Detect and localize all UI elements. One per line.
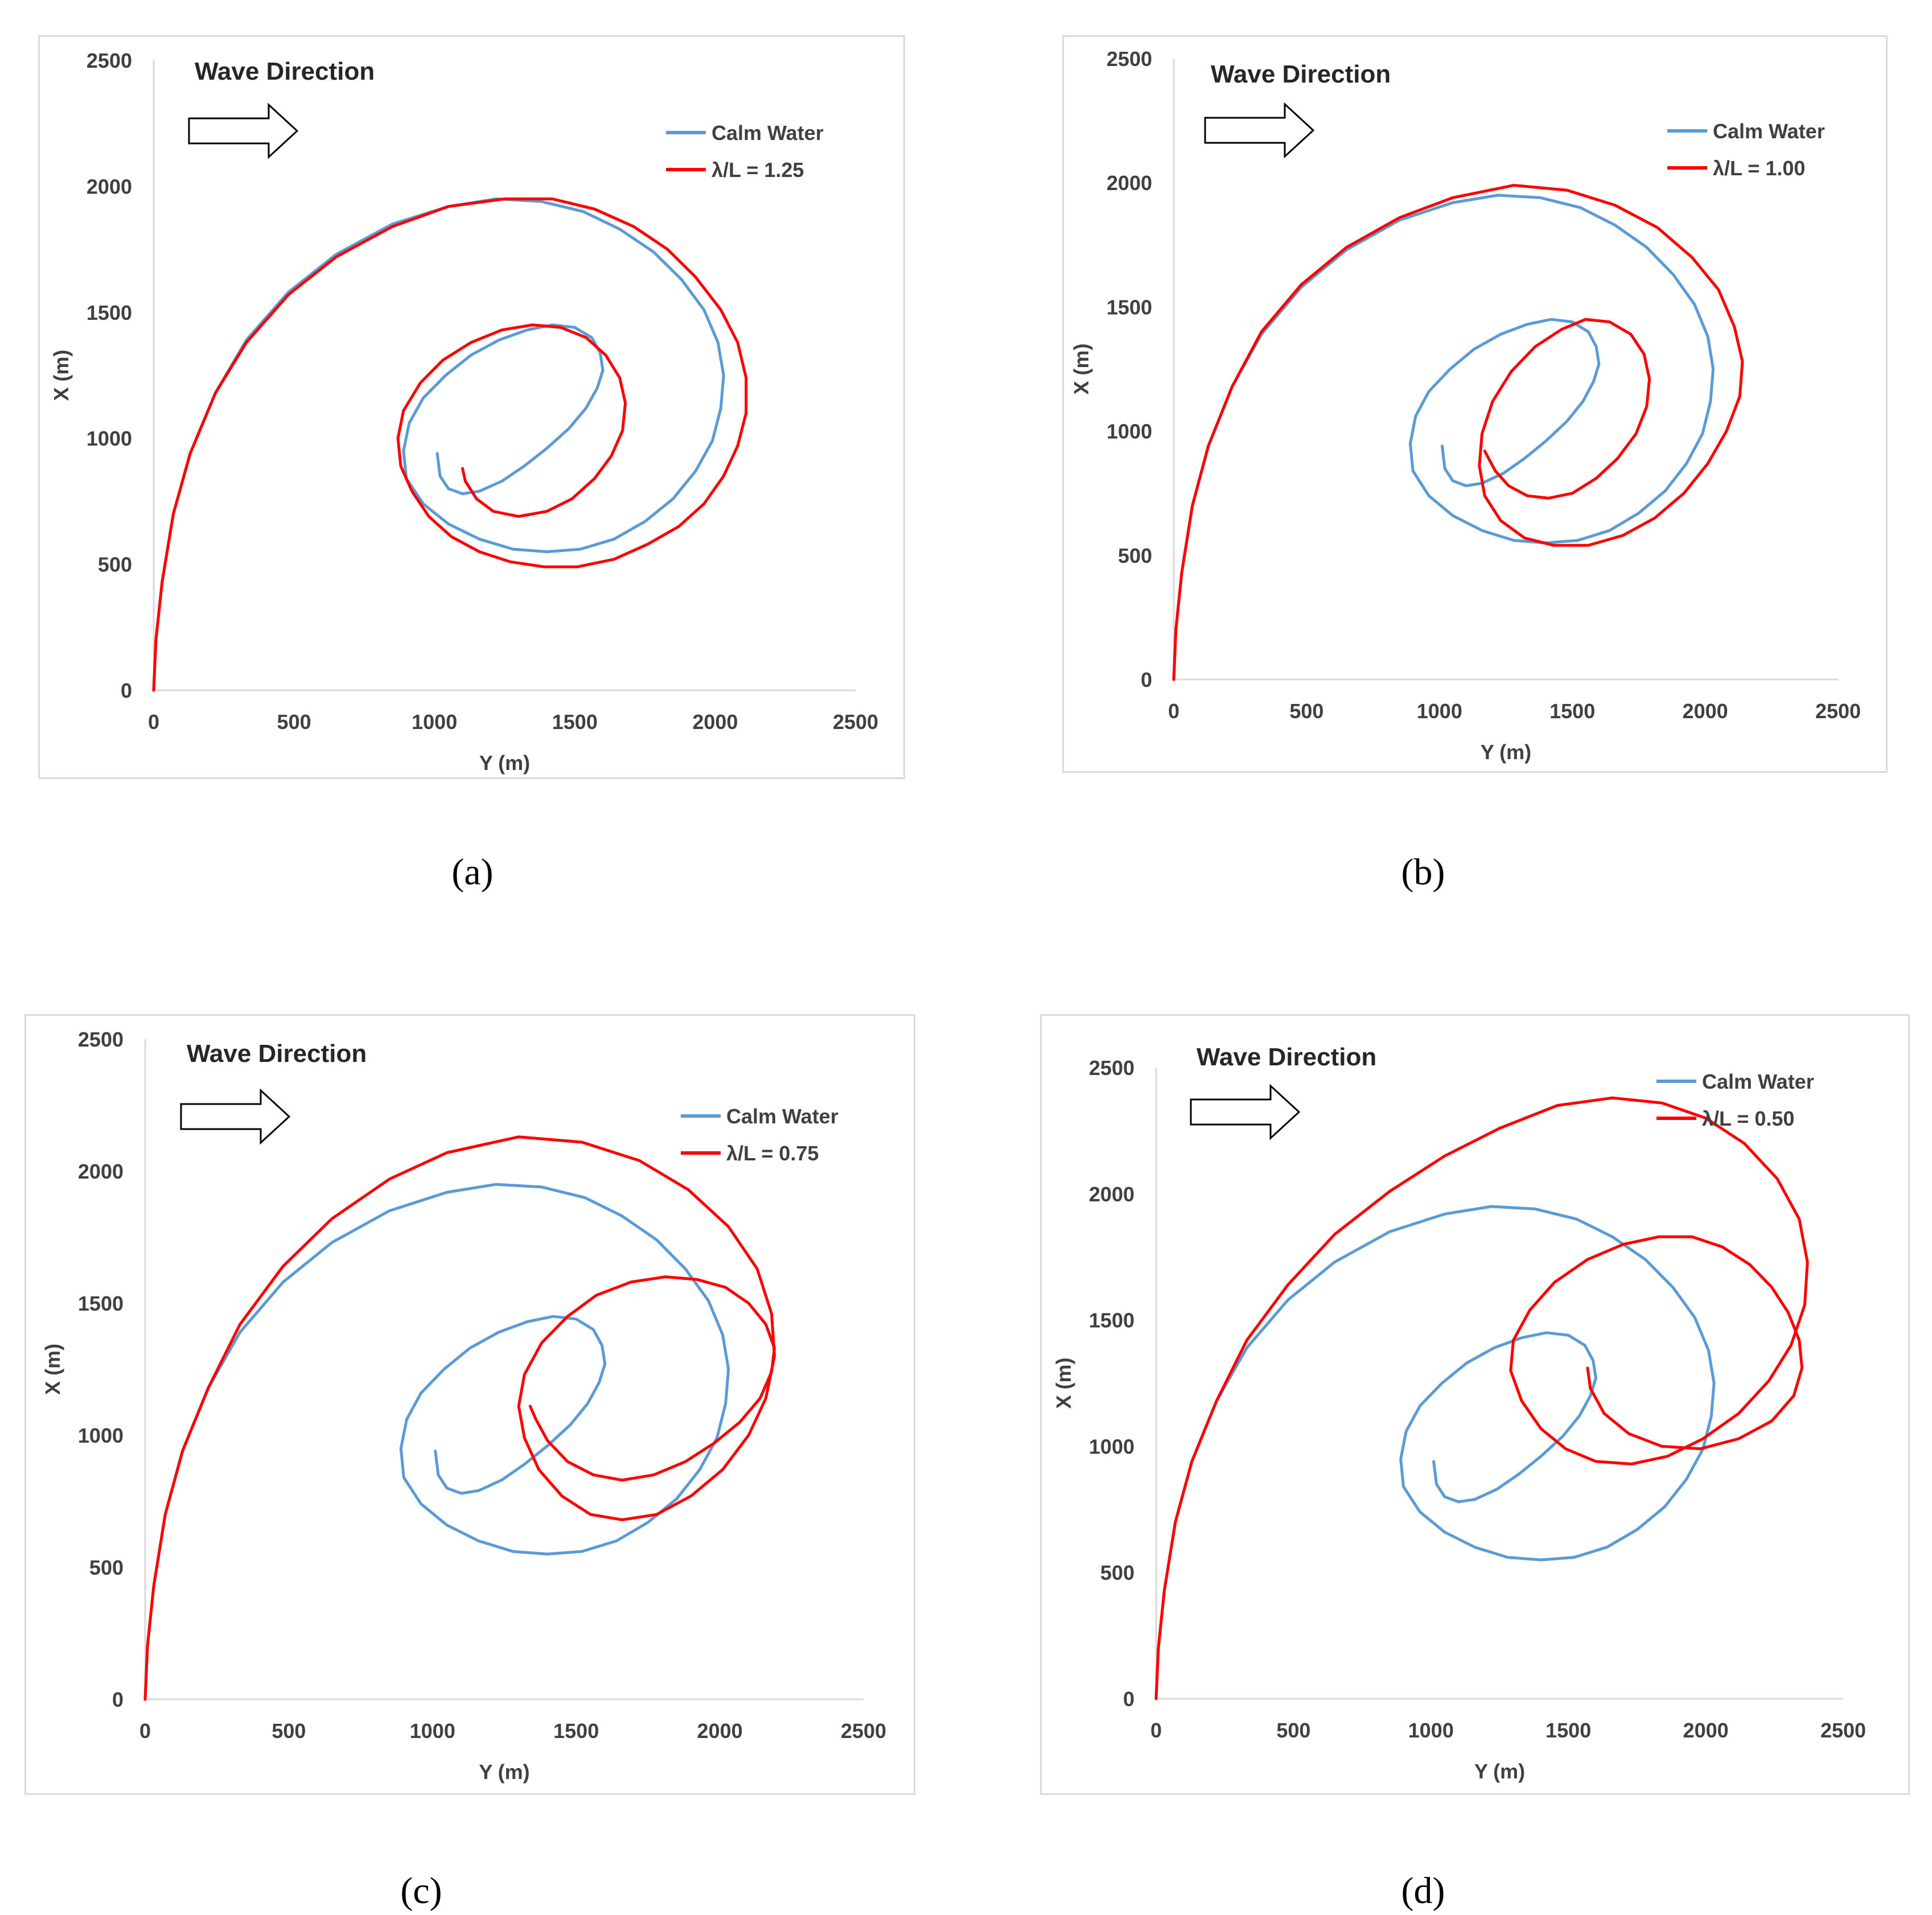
wave-direction-arrow xyxy=(1204,102,1315,159)
y-tick-label: 500 xyxy=(1100,1561,1134,1584)
y-axis-title: X (m) xyxy=(41,1344,64,1395)
y-tick-label: 1000 xyxy=(87,427,132,450)
x-tick-label: 2500 xyxy=(1820,1719,1866,1742)
x-tick-label: 2000 xyxy=(1683,1719,1729,1742)
x-tick-label: 0 xyxy=(139,1719,151,1743)
x-tick-label: 1500 xyxy=(1545,1719,1591,1742)
y-tick-label: 1000 xyxy=(1089,1435,1134,1458)
y-tick-label: 500 xyxy=(1118,544,1152,567)
x-tick-label: 1500 xyxy=(1549,699,1595,723)
series-line-calm-water xyxy=(143,1183,730,1701)
caption-c: (c) xyxy=(400,1870,442,1912)
y-tick-label: 1000 xyxy=(78,1424,124,1447)
chart-panel-b: 0 500 1000 1500 2000 2500 0 500 1000 1500 2000 2500… xyxy=(1062,35,1888,773)
wave-direction-arrow xyxy=(188,102,299,159)
y-tick-label: 500 xyxy=(89,1556,124,1579)
x-tick-label: 2000 xyxy=(692,710,738,734)
legend-label: λ/L = 1.25 xyxy=(712,158,804,182)
y-tick-label: 1000 xyxy=(1107,420,1152,443)
x-tick-label: 1500 xyxy=(553,1719,599,1743)
y-tick-label: 0 xyxy=(1141,668,1152,691)
y-tick-label: 2500 xyxy=(1089,1056,1134,1080)
x-axis-title: Y (m) xyxy=(479,751,530,775)
chart-svg-c: 0 500 1000 1500 2000 2500 0 500 1000 1500 2000 2500… xyxy=(41,1028,886,1784)
caption-d: (d) xyxy=(1401,1870,1445,1912)
x-tick-label: 2500 xyxy=(1815,699,1861,723)
wave-direction-label: Wave Direction xyxy=(1197,1043,1376,1071)
x-tick-label: 1000 xyxy=(410,1719,455,1743)
x-tick-label: 2000 xyxy=(697,1719,743,1743)
x-tick-label: 2000 xyxy=(1683,699,1728,723)
series-line-wave xyxy=(143,1135,776,1701)
series-line-wave xyxy=(1154,1096,1809,1700)
legend-label: Calm Water xyxy=(712,121,824,145)
chart-panel-a: 0 500 1000 1500 2000 2500 0 500 1000 1500 2000 2500… xyxy=(38,35,905,779)
legend-label: Calm Water xyxy=(1702,1070,1814,1093)
y-tick-label: 0 xyxy=(112,1688,124,1711)
y-tick-label: 1500 xyxy=(1107,295,1152,319)
wave-direction-label: Wave Direction xyxy=(1211,60,1391,88)
x-tick-label: 500 xyxy=(1276,1719,1310,1742)
y-tick-label: 1500 xyxy=(1089,1309,1134,1332)
legend-label: λ/L = 0.75 xyxy=(726,1142,819,1165)
y-tick-label: 2500 xyxy=(78,1028,124,1051)
x-tick-label: 500 xyxy=(272,1719,306,1743)
legend-label: λ/L = 0.50 xyxy=(1702,1107,1794,1130)
x-tick-label: 500 xyxy=(1289,699,1323,723)
series-line-wave xyxy=(1172,184,1744,681)
x-tick-label: 2500 xyxy=(841,1719,886,1743)
legend-label: λ/L = 1.00 xyxy=(1713,157,1805,180)
x-tick-label: 0 xyxy=(148,710,159,734)
x-tick-label: 0 xyxy=(1150,1719,1162,1742)
series-line-calm-water xyxy=(1172,193,1715,681)
series-line-wave xyxy=(152,197,748,692)
chart-svg-a: 0 500 1000 1500 2000 2500 0 500 1000 1500 2000 2500… xyxy=(50,49,878,775)
series-line-calm-water xyxy=(1154,1205,1716,1700)
x-tick-label: 1000 xyxy=(1408,1719,1454,1742)
wave-direction-label: Wave Direction xyxy=(195,57,375,85)
x-tick-label: 500 xyxy=(277,710,311,734)
y-tick-label: 1500 xyxy=(78,1292,124,1315)
chart-panel-d: 0 500 1000 1500 2000 2500 0 500 1000 1500 2000 2500… xyxy=(1040,1014,1910,1795)
x-tick-label: 1500 xyxy=(552,710,598,734)
y-tick-label: 0 xyxy=(121,679,132,702)
wave-direction-label: Wave Direction xyxy=(187,1040,367,1068)
x-tick-label: 1000 xyxy=(412,710,457,734)
wave-direction-arrow xyxy=(1190,1084,1301,1140)
y-tick-label: 2000 xyxy=(78,1160,124,1183)
chart-panel-c: 0 500 1000 1500 2000 2500 0 500 1000 1500 2000 2500… xyxy=(24,1014,915,1795)
x-axis-title: Y (m) xyxy=(1474,1760,1525,1783)
y-axis-title: X (m) xyxy=(1052,1358,1075,1409)
legend-label: Calm Water xyxy=(1713,120,1825,143)
series-line-calm-water xyxy=(152,197,725,692)
x-tick-label: 0 xyxy=(1168,699,1179,723)
caption-b: (b) xyxy=(1401,851,1445,893)
y-axis-title: X (m) xyxy=(1070,344,1093,395)
legend-label: Calm Water xyxy=(726,1105,838,1128)
y-axis-title: X (m) xyxy=(50,350,73,401)
x-tick-label: 1000 xyxy=(1417,699,1462,723)
y-tick-label: 2000 xyxy=(87,175,132,198)
y-tick-label: 2500 xyxy=(1107,47,1152,71)
y-tick-label: 0 xyxy=(1123,1687,1134,1711)
x-axis-title: Y (m) xyxy=(479,1760,529,1784)
y-tick-label: 2000 xyxy=(1089,1183,1134,1206)
chart-svg-d: 0 500 1000 1500 2000 2500 0 500 1000 1500 2000 2500… xyxy=(1052,1043,1866,1783)
y-tick-label: 1500 xyxy=(87,301,132,324)
x-axis-title: Y (m) xyxy=(1481,740,1531,764)
wave-direction-arrow xyxy=(180,1088,291,1145)
caption-a: (a) xyxy=(451,851,494,893)
y-tick-label: 2000 xyxy=(1107,171,1152,195)
x-tick-label: 2500 xyxy=(833,710,878,734)
y-tick-label: 2500 xyxy=(87,49,132,72)
y-tick-label: 500 xyxy=(98,553,132,576)
chart-svg-b: 0 500 1000 1500 2000 2500 0 500 1000 1500 2000 2500… xyxy=(1070,47,1861,764)
